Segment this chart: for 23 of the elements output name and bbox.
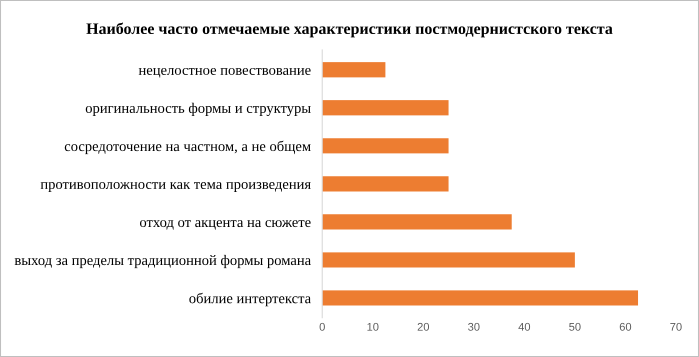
y-tick-label: нецелостное повествование <box>138 68 311 78</box>
x-tick-label: 40 <box>518 322 530 331</box>
chart-title: Наиболее часто отмечаемые характеристики постмодернистского текста <box>86 22 613 38</box>
bar <box>322 138 449 154</box>
bar <box>322 290 638 306</box>
bar <box>322 62 386 78</box>
y-tick-label: выход за пределы традиционной формы романа <box>14 254 311 268</box>
x-tick-label: 70 <box>670 322 682 331</box>
x-tick-label: 10 <box>367 322 379 331</box>
bar <box>322 176 449 192</box>
x-tick-label: 50 <box>569 322 581 331</box>
x-tick-label: 30 <box>468 322 480 331</box>
bar <box>322 252 575 268</box>
y-tick-label: обилие интертекста <box>189 292 311 306</box>
x-tick-label: 20 <box>418 322 430 331</box>
x-tick-label: 60 <box>620 322 632 331</box>
y-tick-label: оригинальность формы и структуры <box>86 102 311 116</box>
y-tick-label: противоположности как тема произведения <box>40 182 311 192</box>
y-tick-label: сосредоточение на частном, а не общем <box>64 140 311 154</box>
y-tick-label: отход от акцента на сюжете <box>140 220 311 230</box>
bar <box>322 214 512 230</box>
bar <box>322 100 449 116</box>
x-tick-label: 0 <box>320 322 325 331</box>
